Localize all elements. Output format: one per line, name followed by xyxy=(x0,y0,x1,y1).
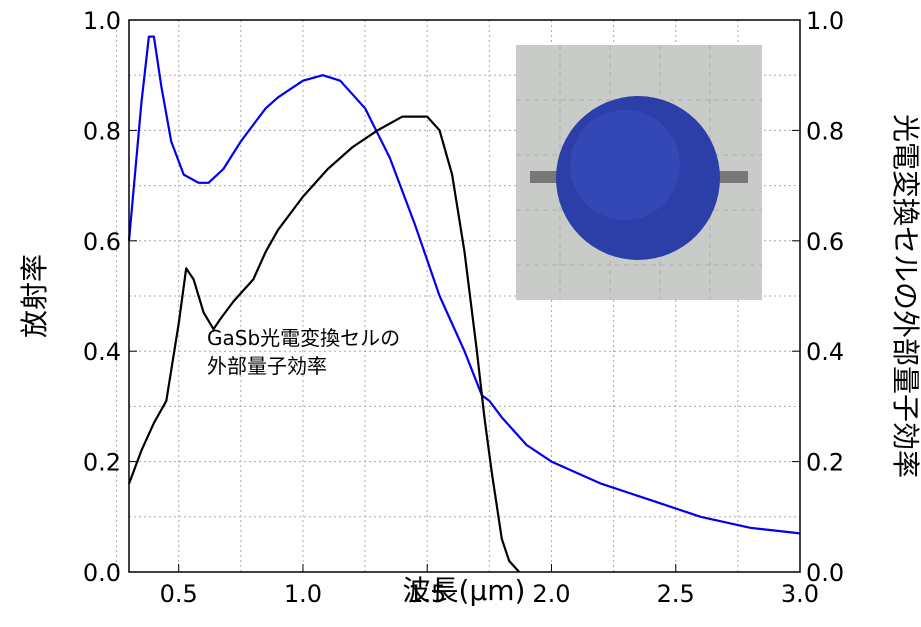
y2-tick-label: 0.6 xyxy=(806,228,844,256)
y2-tick-label: 0.8 xyxy=(806,117,844,145)
x-tick-label: 2.5 xyxy=(657,580,695,608)
x-tick-label: 1.5 xyxy=(408,580,446,608)
x-tick-label: 0.5 xyxy=(160,580,198,608)
y-tick-label: 0.6 xyxy=(83,228,121,256)
y-tick-label: 0.2 xyxy=(83,449,121,477)
annotation: GaSb光電変換セルの xyxy=(207,326,400,350)
x-tick-label: 1.0 xyxy=(284,580,322,608)
y2-tick-label: 0.4 xyxy=(806,338,844,366)
chart: 波長(μm) 放射率 光電変換セルの外部量子効率 GaSb光電変換セルの 外部量… xyxy=(0,0,921,623)
y-tick-label: 1.0 xyxy=(83,7,121,35)
y-tick-label: 0.0 xyxy=(83,559,121,587)
y2-tick-label: 0.2 xyxy=(806,449,844,477)
y-tick-label: 0.8 xyxy=(83,117,121,145)
y-axis-label: 放射率 xyxy=(18,254,51,338)
inset-photo xyxy=(516,45,762,300)
annotation: 外部量子効率 xyxy=(207,354,327,378)
y2-axis-label: 光電変換セルの外部量子効率 xyxy=(889,114,921,478)
y2-tick-label: 0.0 xyxy=(806,559,844,587)
y2-tick-label: 1.0 xyxy=(806,7,844,35)
cell-highlight xyxy=(570,110,680,220)
y-tick-label: 0.4 xyxy=(83,338,121,366)
x-tick-label: 2.0 xyxy=(532,580,570,608)
